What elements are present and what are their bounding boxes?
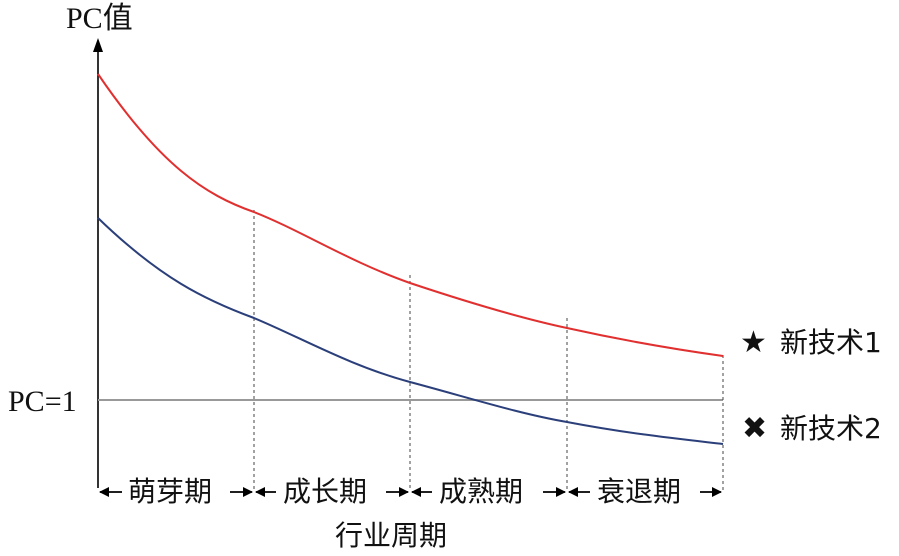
- curve-series-2: [97, 217, 724, 445]
- phase-row: 萌芽期 成长期 成熟期 衰退期: [99, 475, 722, 508]
- legend: ★ 新技术1 ✖ 新技术2: [740, 326, 882, 445]
- legend-series-2-marker: ✖: [742, 412, 767, 445]
- phase-label-4: 衰退期: [597, 475, 681, 508]
- x-axis-label: 行业周期: [335, 519, 447, 552]
- y-axis-arrow: [93, 38, 103, 52]
- phase-label-1: 萌芽期: [128, 475, 212, 508]
- legend-series-1-marker: ★: [740, 326, 767, 359]
- curve-series-1: [97, 73, 724, 357]
- legend-series-2-label: 新技术2: [780, 412, 882, 445]
- y-axis-label: PC值: [66, 2, 133, 35]
- phase-label-2: 成长期: [283, 475, 367, 508]
- baseline-label: PC=1: [8, 385, 77, 418]
- legend-series-1-label: 新技术1: [780, 326, 882, 359]
- phase-label-3: 成熟期: [439, 475, 523, 508]
